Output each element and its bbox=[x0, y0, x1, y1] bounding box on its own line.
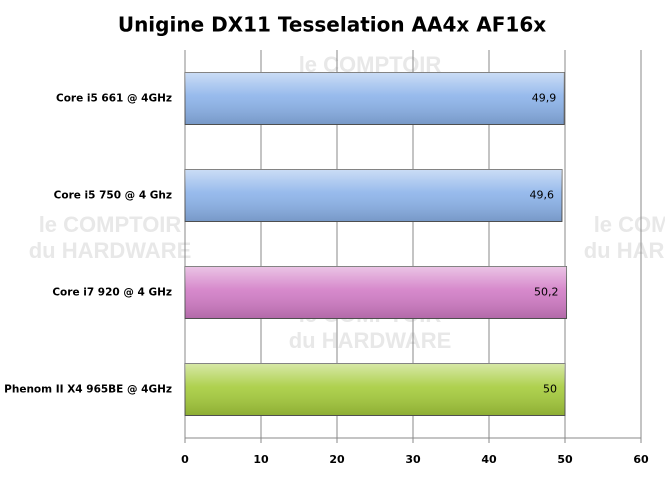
x-tick-label: 30 bbox=[405, 453, 421, 466]
watermark: du HARDWARE bbox=[289, 328, 452, 353]
x-tick-label: 10 bbox=[253, 453, 269, 466]
x-tick-label: 50 bbox=[557, 453, 573, 466]
y-tick-label: Core i5 750 @ 4 Ghz bbox=[54, 190, 172, 202]
x-tick-label: 0 bbox=[181, 453, 189, 466]
value-label: 50,2 bbox=[534, 286, 559, 299]
bar-shine bbox=[185, 266, 567, 319]
watermark: le COMPTOIR bbox=[594, 212, 665, 237]
bar-shine bbox=[185, 169, 562, 222]
x-tick-label: 40 bbox=[481, 453, 497, 466]
x-tick-label: 60 bbox=[633, 453, 649, 466]
x-tick-label: 20 bbox=[329, 453, 345, 466]
y-tick-label: Phenom II X4 965BE @ 4GHz bbox=[4, 384, 172, 396]
value-label: 49,9 bbox=[532, 92, 557, 105]
chart-title: Unigine DX11 Tesselation AA4x AF16x bbox=[118, 13, 546, 37]
y-tick-label: Core i7 920 @ 4 GHz bbox=[52, 287, 172, 299]
watermark: le COMPTOIR bbox=[39, 212, 182, 237]
bar-shine bbox=[185, 72, 565, 125]
bar-shine bbox=[185, 363, 565, 416]
value-label: 50 bbox=[543, 383, 557, 396]
watermark: du HARDWARE bbox=[29, 238, 192, 263]
value-label: 49,6 bbox=[529, 189, 554, 202]
watermark: du HARDWARE bbox=[584, 238, 665, 263]
y-tick-label: Core i5 661 @ 4GHz bbox=[56, 93, 172, 105]
